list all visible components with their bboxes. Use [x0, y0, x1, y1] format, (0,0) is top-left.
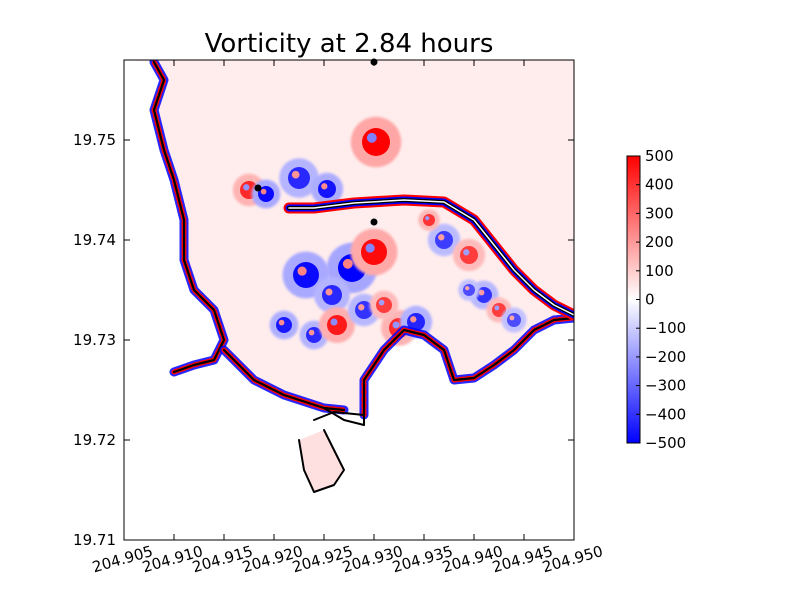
gauge-marker [370, 218, 378, 226]
vortex-core [478, 289, 485, 296]
vortex-core [463, 249, 470, 256]
coastline [362, 316, 574, 417]
coastline-layer [149, 60, 574, 493]
colorbar-axis: 500 400 300 200 100 0 −100 −200 −300 −400 −500 [636, 147, 686, 452]
colorbar-tick-label: 400 [645, 176, 674, 194]
coastline [222, 348, 346, 412]
plot-frame [123, 59, 575, 541]
vortex-core [260, 188, 267, 195]
vortex-core [243, 184, 250, 191]
vortex [318, 180, 336, 198]
vortex [327, 315, 347, 335]
vortex [276, 317, 292, 333]
vortex [423, 214, 435, 226]
coastline [152, 60, 226, 374]
colorbar-tick-label: −200 [645, 348, 686, 366]
y-tick-label: 19.75 [73, 131, 116, 149]
vortex-core [465, 286, 470, 291]
chart-title: Vorticity at 2.84 hours [205, 29, 494, 59]
breakwater-inner [288, 199, 574, 316]
vortex-core [366, 132, 377, 143]
colorbar-tick-label: 0 [645, 291, 655, 309]
vortex [376, 297, 392, 313]
colorbar-tick-label: −400 [645, 405, 686, 423]
vortex-core [494, 305, 500, 311]
vortex-core [308, 329, 315, 336]
colorbar-tick-label: −100 [645, 319, 686, 337]
colorbar-tick-label: 500 [645, 147, 674, 165]
river-water [299, 430, 344, 492]
vortex-core [342, 258, 353, 269]
vortex-core [321, 183, 328, 190]
vortex-core [392, 321, 400, 329]
vorticity-field [124, 60, 574, 540]
vortex-core [378, 299, 385, 306]
bay-outline [313, 407, 365, 426]
vortex-core [297, 266, 307, 276]
vortex [362, 128, 390, 156]
vortex [361, 239, 387, 265]
west-land-mask [124, 60, 224, 372]
vortex-core [278, 319, 285, 326]
vortex [435, 231, 453, 249]
vortex-core [365, 243, 375, 253]
vortex-core [358, 304, 365, 311]
vortex [288, 167, 310, 189]
vortex [463, 284, 475, 296]
colorbar-tick-label: −500 [645, 434, 686, 452]
vortex-core [410, 316, 417, 323]
y-axis: 19.71 19.72 19.73 19.74 19.75 [73, 131, 574, 549]
vortex [507, 313, 521, 327]
vortex-core [291, 170, 300, 179]
y-tick-label: 19.72 [73, 431, 116, 449]
gauge-marker [254, 184, 262, 192]
vortex-core [425, 216, 430, 221]
colorbar-tick-label: 100 [645, 262, 674, 280]
vortex-core [330, 318, 338, 326]
colorbar-tick-label: 200 [645, 233, 674, 251]
vortex-core [325, 288, 333, 296]
river-outline [298, 429, 345, 493]
vortex-core [509, 315, 515, 321]
colorbar-tick-label: −300 [645, 377, 686, 395]
vortex-core [438, 234, 445, 241]
y-tick-label: 19.71 [73, 531, 116, 549]
vortex [322, 285, 342, 305]
land-mask [124, 318, 574, 540]
y-tick-label: 19.73 [73, 331, 116, 349]
colorbar-tick-label: 300 [645, 204, 674, 222]
y-tick-label: 19.74 [73, 231, 116, 249]
vortex [293, 262, 319, 288]
vortex [460, 246, 478, 264]
